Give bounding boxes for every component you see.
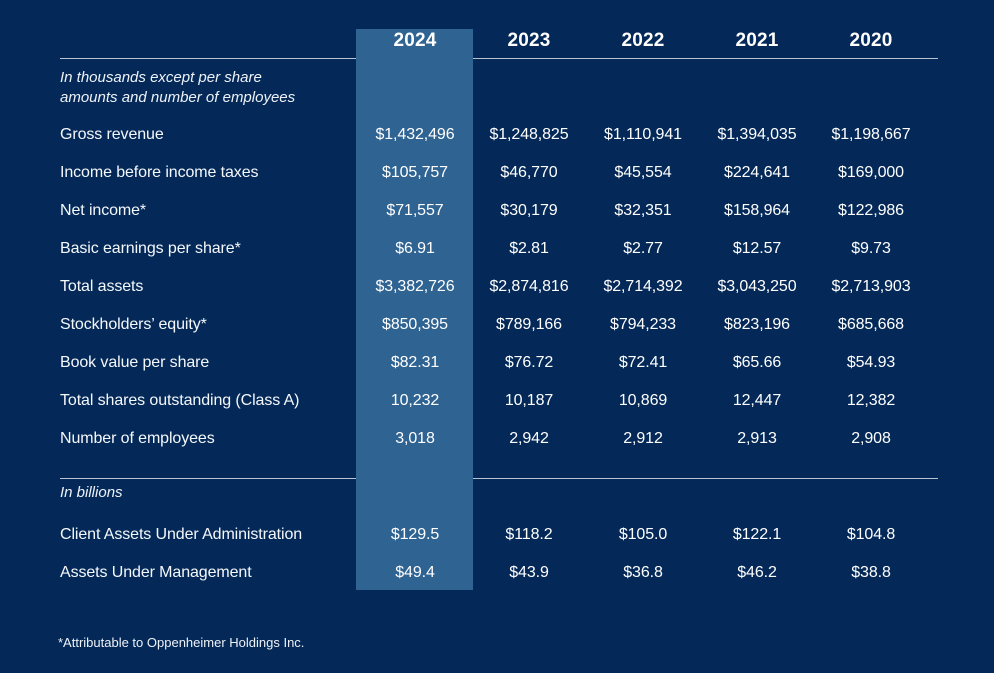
cell-value: $65.66	[732, 354, 782, 371]
cell-value: 2,942	[509, 430, 549, 447]
footnote: *Attributable to Oppenheimer Holdings In…	[58, 635, 305, 650]
cell-value: $794,233	[610, 316, 676, 333]
cell-value: $38.8	[851, 564, 891, 581]
cell-value: $129.5	[390, 526, 440, 543]
cell-value: $45,554	[614, 164, 672, 181]
year-header-2020: 2020	[849, 30, 893, 51]
cell-value: $122.1	[732, 526, 782, 543]
cell-value: $3,382,726	[375, 278, 455, 295]
units-note-line1: In thousands except per share	[60, 69, 262, 86]
cell-value: $2,874,816	[489, 278, 569, 295]
cell-value: $6.91	[395, 240, 435, 257]
cell-value: $32,351	[614, 202, 672, 219]
cell-value: $105,757	[382, 164, 448, 181]
year-header-2022: 2022	[621, 30, 665, 51]
year-header-2021: 2021	[735, 30, 779, 51]
row-label: Client Assets Under Administration	[60, 526, 303, 543]
year-header-2023: 2023	[507, 30, 551, 51]
cell-value: $54.93	[846, 354, 896, 371]
cell-value: $850,395	[382, 316, 448, 333]
cell-value: $118.2	[505, 526, 553, 543]
cell-value: $2,713,903	[831, 278, 911, 295]
cell-value: $36.8	[623, 564, 663, 581]
year-header-2024: 2024	[393, 30, 437, 51]
cell-value: $685,668	[838, 316, 904, 333]
row-label: Income before income taxes	[60, 164, 259, 181]
cell-value: $49.4	[395, 564, 435, 581]
cell-value: 10,187	[504, 392, 554, 409]
divider-line-middle	[60, 478, 938, 479]
cell-value: $2.77	[623, 240, 663, 257]
cell-value: 2,908	[851, 430, 891, 447]
table-row: Book value per share $82.31 $76.72 $72.4…	[60, 344, 928, 382]
cell-value: 12,382	[846, 392, 896, 409]
table-body-billions: Client Assets Under Administration $129.…	[60, 516, 928, 592]
cell-value: $105.0	[618, 526, 668, 543]
cell-value: 2,913	[737, 430, 777, 447]
cell-value: 3,018	[395, 430, 435, 447]
table-row: Basic earnings per share* $6.91 $2.81 $2…	[60, 230, 928, 268]
highlight-2024-column	[356, 29, 473, 590]
units-note-billions: In billions	[60, 483, 123, 501]
row-label: Total assets	[60, 278, 144, 295]
year-header-row: 2024 2023 2022 2021 2020	[60, 26, 928, 56]
cell-value: $158,964	[724, 202, 790, 219]
cell-value: 2,912	[623, 430, 663, 447]
table-row: Total shares outstanding (Class A) 10,23…	[60, 382, 928, 420]
table-row: Total assets $3,382,726 $2,874,816 $2,71…	[60, 268, 928, 306]
table-row: Income before income taxes $105,757 $46,…	[60, 154, 928, 192]
cell-value: $46,770	[500, 164, 558, 181]
cell-value: $72.41	[618, 354, 668, 371]
cell-value: $1,248,825	[489, 126, 569, 143]
table-row: Number of employees 3,018 2,942 2,912 2,…	[60, 420, 928, 458]
cell-value: $224,641	[724, 164, 790, 181]
row-label: Assets Under Management	[60, 564, 252, 581]
cell-value: $3,043,250	[717, 278, 797, 295]
units-note-thousands: In thousands except per share amounts an…	[60, 68, 295, 108]
cell-value: $46.2	[737, 564, 777, 581]
cell-value: $71,557	[386, 202, 444, 219]
divider-line-top	[60, 58, 938, 59]
cell-value: $122,986	[838, 202, 904, 219]
cell-value: $1,110,941	[604, 126, 682, 143]
cell-value: $2.81	[509, 240, 549, 257]
cell-value: 12,447	[732, 392, 782, 409]
units-note-line2: amounts and number of employees	[60, 89, 296, 106]
cell-value: $12.57	[732, 240, 782, 257]
cell-value: $76.72	[504, 354, 554, 371]
table-row: Net income* $71,557 $30,179 $32,351 $158…	[60, 192, 928, 230]
row-label: Net income*	[60, 202, 147, 219]
cell-value: $1,432,496	[375, 126, 455, 143]
row-label: Gross revenue	[60, 126, 164, 143]
cell-value: $82.31	[390, 354, 440, 371]
cell-value: $9.73	[851, 240, 891, 257]
table-row: Assets Under Management $49.4 $43.9 $36.…	[60, 554, 928, 592]
row-label: Number of employees	[60, 430, 215, 447]
cell-value: $30,179	[500, 202, 558, 219]
row-label: Stockholders’ equity*	[60, 316, 207, 333]
table-row: Stockholders’ equity* $850,395 $789,166 …	[60, 306, 928, 344]
cell-value: 10,869	[618, 392, 668, 409]
cell-value: $104.8	[846, 526, 896, 543]
row-label: Total shares outstanding (Class A)	[60, 392, 300, 409]
table-row: Gross revenue $1,432,496 $1,248,825 $1,1…	[60, 116, 928, 154]
cell-value: $1,394,035	[717, 126, 797, 143]
cell-value: $823,196	[724, 316, 790, 333]
cell-value: $169,000	[838, 164, 904, 181]
table-body-thousands: Gross revenue $1,432,496 $1,248,825 $1,1…	[60, 116, 928, 458]
cell-value: 10,232	[390, 392, 440, 409]
cell-value: $789,166	[496, 316, 562, 333]
row-label: Basic earnings per share*	[60, 240, 241, 257]
table-row: Client Assets Under Administration $129.…	[60, 516, 928, 554]
cell-value: $43.9	[509, 564, 549, 581]
cell-value: $2,714,392	[603, 278, 683, 295]
cell-value: $1,198,667	[831, 126, 911, 143]
row-label: Book value per share	[60, 354, 210, 371]
